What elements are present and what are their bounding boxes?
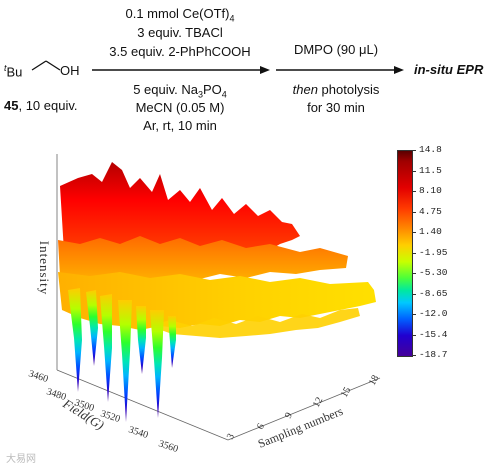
tbu-group: tBu: [4, 63, 23, 80]
sampling-tick: 3: [225, 432, 237, 442]
field-tick: 3560: [157, 438, 179, 455]
photolysis-label: then photolysis: [292, 82, 380, 97]
reagent-tbacl: 3 equiv. TBACl: [137, 25, 223, 40]
colorbar-tick-label: -15.4: [419, 328, 448, 340]
colorbar-tick-mark: [412, 273, 416, 274]
epr-surface-plot: Intensity 3460 3480 3500 3520 3540 3560 …: [27, 154, 381, 455]
colorbar-tick-label: -8.65: [419, 287, 448, 299]
colorbar-tick-mark: [412, 150, 416, 151]
x-axis-label: Sampling numbers: [256, 404, 345, 451]
dmpo-label: DMPO (90 μL): [293, 42, 379, 57]
colorbar-tick-label: -12.0: [419, 308, 448, 319]
colorbar-tick-label: -1.95: [419, 246, 448, 258]
surface-red-lobe: [60, 162, 300, 270]
colorbar-tick-label: -18.7: [419, 349, 448, 360]
sampling-axis-ticks: 3 6 9 12 15 18: [225, 373, 381, 441]
colorbar: [397, 150, 413, 357]
reagent-acid: 3.5 equiv. 2-PhPhCOOH: [109, 44, 251, 59]
colorbar-tick-mark: [412, 211, 416, 213]
reagent-cerium: 0.1 mmol Ce(OTf)4: [125, 6, 235, 24]
colorbar-tick-mark: [412, 252, 416, 254]
compound-label: 45, 10 equiv.: [4, 98, 78, 113]
sampling-tick: 15: [339, 385, 353, 399]
field-tick: 3480: [45, 386, 67, 403]
solvent-label: MeCN (0.05 M): [135, 100, 225, 115]
product-label: in-situ EPR: [414, 62, 484, 77]
colorbar-tick-mark: [412, 191, 416, 192]
field-tick: 3540: [127, 424, 149, 441]
reactant-structure: [31, 60, 61, 71]
colorbar-tick-label: 11.5: [419, 164, 442, 176]
colorbar-tick-mark: [412, 314, 416, 315]
colorbar-tick-label: 1.40: [419, 226, 442, 237]
surface-spikes: [68, 288, 176, 422]
surface-lower-ripple: [150, 308, 360, 338]
colorbar-tick-label: 14.8: [419, 144, 442, 155]
colorbar-tick-mark: [412, 170, 416, 172]
reaction-scheme: tBu OH 45, 10 equiv. 0.1 mmol Ce(OTf)4 3…: [0, 0, 490, 140]
reaction-arrows: [92, 66, 404, 74]
colorbar-tick-label: 4.75: [419, 205, 442, 217]
colorbar-tick-label: 8.10: [419, 185, 442, 196]
watermark: 大易网: [6, 454, 36, 465]
colorbar-tick-label: -5.30: [419, 267, 448, 278]
colorbar-tick-mark: [412, 334, 416, 336]
sampling-tick: 12: [311, 395, 325, 409]
plot-box-axes: [56, 154, 381, 441]
field-tick: 3460: [27, 368, 49, 385]
colorbar-tick-mark: [412, 355, 416, 356]
reagent-base: 5 equiv. Na3PO4: [133, 82, 227, 100]
z-axis-label: Intensity: [37, 241, 52, 296]
colorbar-tick-mark: [412, 293, 416, 295]
conditions-label: Ar, rt, 10 min: [143, 118, 217, 133]
colorbar-tick-mark: [412, 232, 416, 233]
surface-orange-band: [58, 236, 348, 284]
hydroxyl-label: OH: [60, 63, 80, 78]
duration-label: for 30 min: [307, 100, 365, 115]
sampling-tick: 6: [255, 422, 267, 432]
sampling-tick: 9: [283, 411, 295, 421]
sampling-tick: 18: [367, 373, 381, 387]
